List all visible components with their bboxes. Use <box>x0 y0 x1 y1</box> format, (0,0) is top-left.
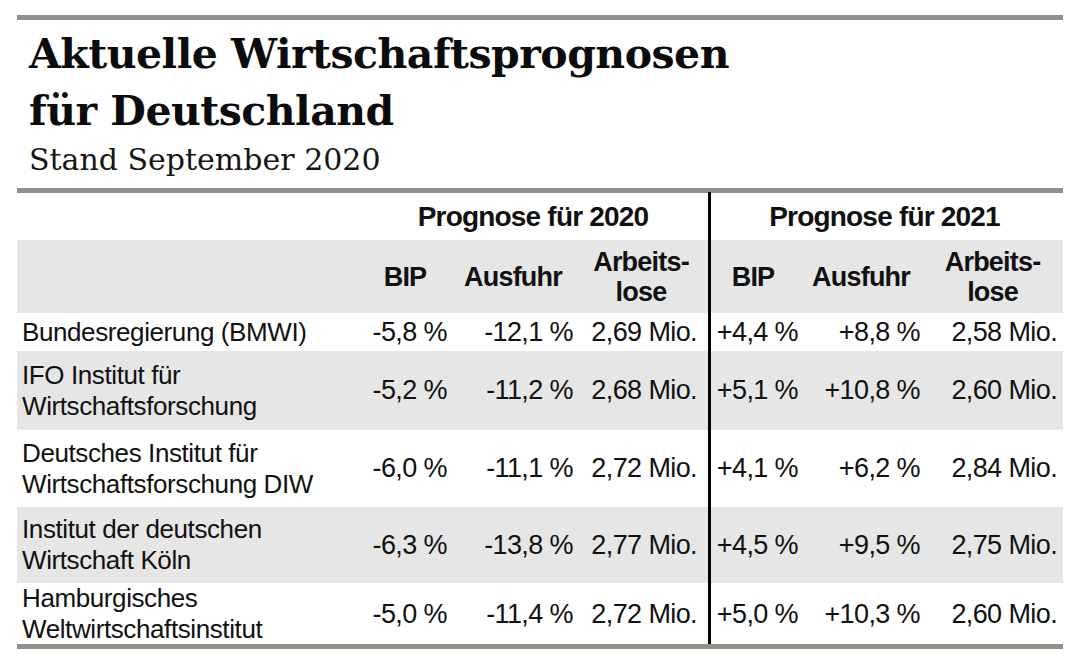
institution-label: Hamburgisches Weltwirtschaftsinstitut <box>17 583 360 645</box>
value-arbeitslose-2020: 2,72 Mio. <box>576 583 706 645</box>
col-header-bip-2021: BIP <box>706 240 800 313</box>
subtitle: Stand September 2020 <box>29 142 381 178</box>
group-header-row: Prognose für 2020 Prognose für 2021 <box>17 193 1063 240</box>
title-line-2: für Deutschland <box>29 83 729 140</box>
institution-label: IFO Institut für Wirtschaftsforschung <box>17 351 360 430</box>
empty-header-cell <box>17 193 360 240</box>
col-header-bip-2020: BIP <box>360 240 450 313</box>
value-arbeitslose-2021: 2,60 Mio. <box>922 583 1063 645</box>
title-line-1: Aktuelle Wirtschaftsprognosen <box>29 26 729 83</box>
value-bip-2021: +4,4 % <box>706 313 800 351</box>
empty-header-cell <box>17 240 360 313</box>
value-ausfuhr-2021: +10,3 % <box>800 583 922 645</box>
col-header-arbeitslose-2021: Arbeits- lose <box>922 240 1063 313</box>
value-arbeitslose-2020: 2,72 Mio. <box>576 430 706 507</box>
value-bip-2020: -6,3 % <box>360 507 450 583</box>
value-bip-2020: -6,0 % <box>360 430 450 507</box>
value-bip-2021: +4,5 % <box>706 507 800 583</box>
table-row: Bundesregierung (BMWI) -5,8 % -12,1 % 2,… <box>17 313 1063 351</box>
col-header-ausfuhr-2020: Ausfuhr <box>450 240 576 313</box>
table-row: Deutsches Institut für Wirtschaftsforsch… <box>17 430 1063 507</box>
value-arbeitslose-2020: 2,68 Mio. <box>576 351 706 430</box>
value-arbeitslose-2021: 2,58 Mio. <box>922 313 1063 351</box>
value-bip-2021: +5,1 % <box>706 351 800 430</box>
value-ausfuhr-2021: +6,2 % <box>800 430 922 507</box>
group-header-2021: Prognose für 2021 <box>706 193 1063 240</box>
value-ausfuhr-2020: -13,8 % <box>450 507 576 583</box>
institution-label: Institut der deutschen Wirtschaft Köln <box>17 507 360 583</box>
page-title: Aktuelle Wirtschaftsprognosen für Deutsc… <box>29 26 729 140</box>
value-ausfuhr-2020: -11,1 % <box>450 430 576 507</box>
value-bip-2020: -5,2 % <box>360 351 450 430</box>
bottom-rule <box>17 644 1063 649</box>
col-header-ausfuhr-2021: Ausfuhr <box>800 240 922 313</box>
institution-label: Bundesregierung (BMWI) <box>17 313 360 351</box>
value-bip-2020: -5,8 % <box>360 313 450 351</box>
column-header-row: BIP Ausfuhr Arbeits- lose BIP Ausfuhr Ar… <box>17 240 1063 313</box>
value-ausfuhr-2020: -11,4 % <box>450 583 576 645</box>
value-arbeitslose-2020: 2,77 Mio. <box>576 507 706 583</box>
value-arbeitslose-2021: 2,60 Mio. <box>922 351 1063 430</box>
value-ausfuhr-2020: -12,1 % <box>450 313 576 351</box>
value-ausfuhr-2021: +8,8 % <box>800 313 922 351</box>
table-row: Hamburgisches Weltwirtschaftsinstitut -5… <box>17 583 1063 645</box>
value-arbeitslose-2021: 2,75 Mio. <box>922 507 1063 583</box>
value-bip-2020: -5,0 % <box>360 583 450 645</box>
value-ausfuhr-2021: +9,5 % <box>800 507 922 583</box>
value-arbeitslose-2020: 2,69 Mio. <box>576 313 706 351</box>
col-header-arbeitslose-2020: Arbeits- lose <box>576 240 706 313</box>
column-group-divider <box>708 192 711 644</box>
value-bip-2021: +4,1 % <box>706 430 800 507</box>
institution-label: Deutsches Institut für Wirtschaftsforsch… <box>17 430 360 507</box>
table-row: Institut der deutschen Wirtschaft Köln -… <box>17 507 1063 583</box>
value-bip-2021: +5,0 % <box>706 583 800 645</box>
group-header-2020: Prognose für 2020 <box>360 193 706 240</box>
value-ausfuhr-2021: +10,8 % <box>800 351 922 430</box>
top-rule <box>17 15 1063 20</box>
infographic: Aktuelle Wirtschaftsprognosen für Deutsc… <box>0 0 1080 669</box>
table-row: IFO Institut für Wirtschaftsforschung -5… <box>17 351 1063 430</box>
forecast-table: Prognose für 2020 Prognose für 2021 BIP … <box>17 193 1063 645</box>
value-ausfuhr-2020: -11,2 % <box>450 351 576 430</box>
value-arbeitslose-2021: 2,84 Mio. <box>922 430 1063 507</box>
